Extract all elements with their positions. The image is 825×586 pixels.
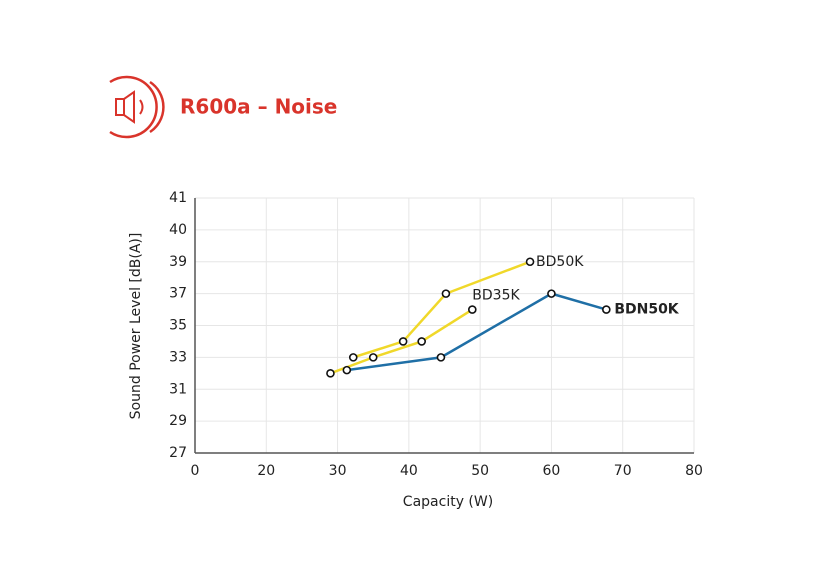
series-label: BD35K <box>472 288 520 304</box>
x-tick-label: 20 <box>257 463 275 479</box>
y-tick-label: 41 <box>169 190 187 206</box>
y-tick-label: 27 <box>169 445 187 461</box>
y-tick-label: 33 <box>169 349 187 365</box>
x-axis-label: Capacity (W) <box>403 494 493 510</box>
data-point <box>468 305 477 314</box>
x-tick-label: 80 <box>685 463 703 479</box>
y-tick-label: 37 <box>169 286 187 302</box>
data-point <box>547 289 556 298</box>
series-label: BDN50K <box>614 302 679 318</box>
x-tick-label: 40 <box>400 463 418 479</box>
x-tick-label: 60 <box>543 463 561 479</box>
y-tick-label: 29 <box>169 413 187 429</box>
x-tick-label: 30 <box>329 463 347 479</box>
data-point <box>398 337 408 346</box>
y-tick-label: 31 <box>169 381 187 397</box>
data-point <box>602 305 611 314</box>
x-tick-label: 70 <box>614 463 632 479</box>
speaker-icon <box>109 75 165 139</box>
chart-title: R600a – Noise <box>180 95 337 119</box>
x-tick-label: 0 <box>191 463 200 479</box>
data-point <box>368 353 378 362</box>
data-point <box>348 353 358 362</box>
series-label: BD50K <box>536 254 584 270</box>
y-tick-label: 35 <box>169 318 187 334</box>
data-point <box>342 365 352 375</box>
series-line <box>330 308 473 375</box>
data-point <box>525 257 535 267</box>
y-tick-label: 39 <box>169 254 187 270</box>
data-point <box>436 353 446 362</box>
y-axis-label: Sound Power Level [dB(A)] <box>128 233 144 420</box>
data-point <box>326 369 335 378</box>
data-point <box>441 289 451 298</box>
y-tick-label: 40 <box>169 222 187 238</box>
x-tick-label: 50 <box>471 463 489 479</box>
series-line <box>346 292 607 372</box>
data-point <box>417 337 426 346</box>
series-line <box>352 260 531 359</box>
